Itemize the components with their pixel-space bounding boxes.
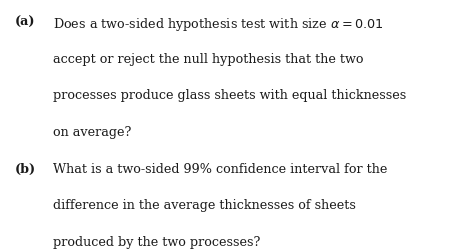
Text: processes produce glass sheets with equal thicknesses: processes produce glass sheets with equa… — [53, 89, 406, 103]
Text: on average?: on average? — [53, 126, 132, 139]
Text: Does a two-sided hypothesis test with size $\alpha = 0.01$: Does a two-sided hypothesis test with si… — [53, 16, 384, 33]
Text: difference in the average thicknesses of sheets: difference in the average thicknesses of… — [53, 199, 356, 212]
Text: accept or reject the null hypothesis that the two: accept or reject the null hypothesis tha… — [53, 53, 364, 66]
Text: produced by the two processes?: produced by the two processes? — [53, 236, 261, 249]
Text: What is a two-sided 99% confidence interval for the: What is a two-sided 99% confidence inter… — [53, 163, 387, 176]
Text: (b): (b) — [14, 163, 36, 176]
Text: (a): (a) — [14, 16, 35, 29]
